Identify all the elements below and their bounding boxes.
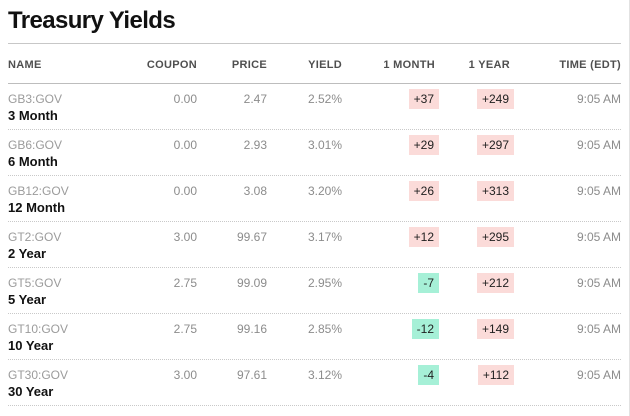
security-name-cell[interactable]: GT30:GOV 30 Year (8, 368, 140, 400)
security-name-cell[interactable]: GT2:GOV 2 Year (8, 230, 140, 262)
price-value: 2.47 (243, 92, 267, 106)
table-row: GT2:GOV 2 Year 3.00 99.67 3.17% +12 +295… (8, 222, 621, 268)
time-value: 9:05 AM (576, 184, 621, 198)
security-maturity: 2 Year (8, 246, 47, 261)
column-header-price: PRICE (231, 58, 267, 71)
yield-value: 3.17% (307, 230, 342, 244)
price-value: 99.09 (236, 276, 267, 290)
yields-table: NAME COUPON PRICE YIELD 1 MONTH 1 YEAR T… (8, 43, 621, 406)
yield-value: 2.95% (307, 276, 342, 290)
coupon-value: 0.00 (173, 92, 197, 106)
time-value: 9:05 AM (576, 322, 621, 336)
coupon-value: 2.75 (173, 322, 197, 336)
security-maturity: 30 Year (8, 384, 54, 399)
one-month-change-badge: -12 (411, 319, 439, 339)
one-month-change-badge: +29 (408, 135, 439, 155)
one-month-change-cell: +29 (342, 135, 439, 155)
column-header-coupon: COUPON (146, 58, 197, 71)
one-year-change-cell: +249 (435, 89, 514, 109)
one-month-change-badge: +12 (408, 227, 439, 247)
security-ticker-link[interactable]: GT5:GOV (8, 276, 62, 290)
security-name-cell[interactable]: GB6:GOV 6 Month (8, 138, 140, 170)
security-name-cell[interactable]: GT5:GOV 5 Year (8, 276, 140, 308)
table-row: GB6:GOV 6 Month 0.00 2.93 3.01% +29 +297… (8, 130, 621, 176)
table-body: GB3:GOV 3 Month 0.00 2.47 2.52% +37 +249… (8, 84, 621, 406)
one-month-change-badge: -7 (418, 273, 439, 293)
coupon-value: 3.00 (173, 230, 197, 244)
security-ticker-link[interactable]: GB3:GOV (8, 92, 63, 106)
table-row: GT5:GOV 5 Year 2.75 99.09 2.95% -7 +212 … (8, 268, 621, 314)
yield-value: 3.20% (307, 184, 342, 198)
coupon-value: 2.75 (173, 276, 197, 290)
one-year-change-cell: +295 (435, 227, 514, 247)
security-name-cell[interactable]: GT10:GOV 10 Year (8, 322, 140, 354)
security-maturity: 10 Year (8, 338, 54, 353)
one-month-change-cell: +12 (342, 227, 439, 247)
security-ticker-link[interactable]: GB6:GOV (8, 138, 63, 152)
one-month-change-cell: -7 (342, 273, 439, 293)
yield-value: 2.52% (307, 92, 342, 106)
one-year-change-badge: +112 (477, 365, 514, 385)
one-year-change-badge: +149 (476, 319, 514, 339)
one-year-change-cell: +212 (435, 273, 514, 293)
security-name-cell[interactable]: GB12:GOV 12 Month (8, 184, 140, 216)
security-ticker-link[interactable]: GT10:GOV (8, 322, 69, 336)
time-value: 9:05 AM (576, 92, 621, 106)
price-value: 97.61 (236, 368, 267, 382)
time-value: 9:05 AM (576, 276, 621, 290)
price-value: 2.93 (243, 138, 267, 152)
one-year-change-badge: +297 (476, 135, 514, 155)
column-header-1month: 1 MONTH (383, 58, 435, 71)
security-maturity: 6 Month (8, 154, 58, 169)
price-value: 99.67 (236, 230, 267, 244)
column-header-name: NAME (8, 58, 42, 71)
price-value: 3.08 (243, 184, 267, 198)
security-name-cell[interactable]: GB3:GOV 3 Month (8, 92, 140, 124)
coupon-value: 0.00 (173, 138, 197, 152)
yield-value: 2.85% (307, 322, 342, 336)
column-header-time: TIME (EDT) (559, 58, 621, 71)
one-year-change-badge: +313 (476, 181, 514, 201)
security-maturity: 12 Month (8, 200, 66, 215)
one-year-change-badge: +212 (476, 273, 514, 293)
table-row: GB3:GOV 3 Month 0.00 2.47 2.52% +37 +249… (8, 84, 621, 130)
one-month-change-badge: -4 (418, 365, 439, 385)
page-title: Treasury Yields (8, 7, 176, 34)
one-month-change-cell: +26 (342, 181, 439, 201)
coupon-value: 3.00 (173, 368, 197, 382)
table-header-row: NAME COUPON PRICE YIELD 1 MONTH 1 YEAR T… (8, 44, 621, 84)
security-ticker-link[interactable]: GT2:GOV (8, 230, 62, 244)
one-year-change-cell: +313 (435, 181, 514, 201)
yield-value: 3.01% (307, 138, 342, 152)
security-ticker-link[interactable]: GT30:GOV (8, 368, 69, 382)
one-year-change-cell: +149 (435, 319, 514, 339)
column-header-yield: YIELD (308, 58, 342, 71)
table-row: GT10:GOV 10 Year 2.75 99.16 2.85% -12 +1… (8, 314, 621, 360)
yield-value: 3.12% (307, 368, 342, 382)
one-year-change-cell: +297 (435, 135, 514, 155)
security-maturity: 5 Year (8, 292, 47, 307)
price-value: 99.16 (236, 322, 267, 336)
one-month-change-badge: +26 (408, 181, 439, 201)
time-value: 9:05 AM (576, 230, 621, 244)
one-year-change-badge: +249 (476, 89, 514, 109)
one-month-change-badge: +37 (408, 89, 439, 109)
one-year-change-badge: +295 (476, 227, 514, 247)
time-value: 9:05 AM (576, 138, 621, 152)
one-month-change-cell: +37 (342, 89, 439, 109)
time-value: 9:05 AM (576, 368, 621, 382)
one-month-change-cell: -12 (342, 319, 439, 339)
coupon-value: 0.00 (173, 184, 197, 198)
table-row: GB12:GOV 12 Month 0.00 3.08 3.20% +26 +3… (8, 176, 621, 222)
one-month-change-cell: -4 (342, 365, 439, 385)
one-year-change-cell: +112 (435, 365, 514, 385)
column-header-1year: 1 YEAR (468, 58, 510, 71)
security-ticker-link[interactable]: GB12:GOV (8, 184, 69, 198)
table-row: GT30:GOV 30 Year 3.00 97.61 3.12% -4 +11… (8, 360, 621, 406)
security-maturity: 3 Month (8, 108, 58, 123)
